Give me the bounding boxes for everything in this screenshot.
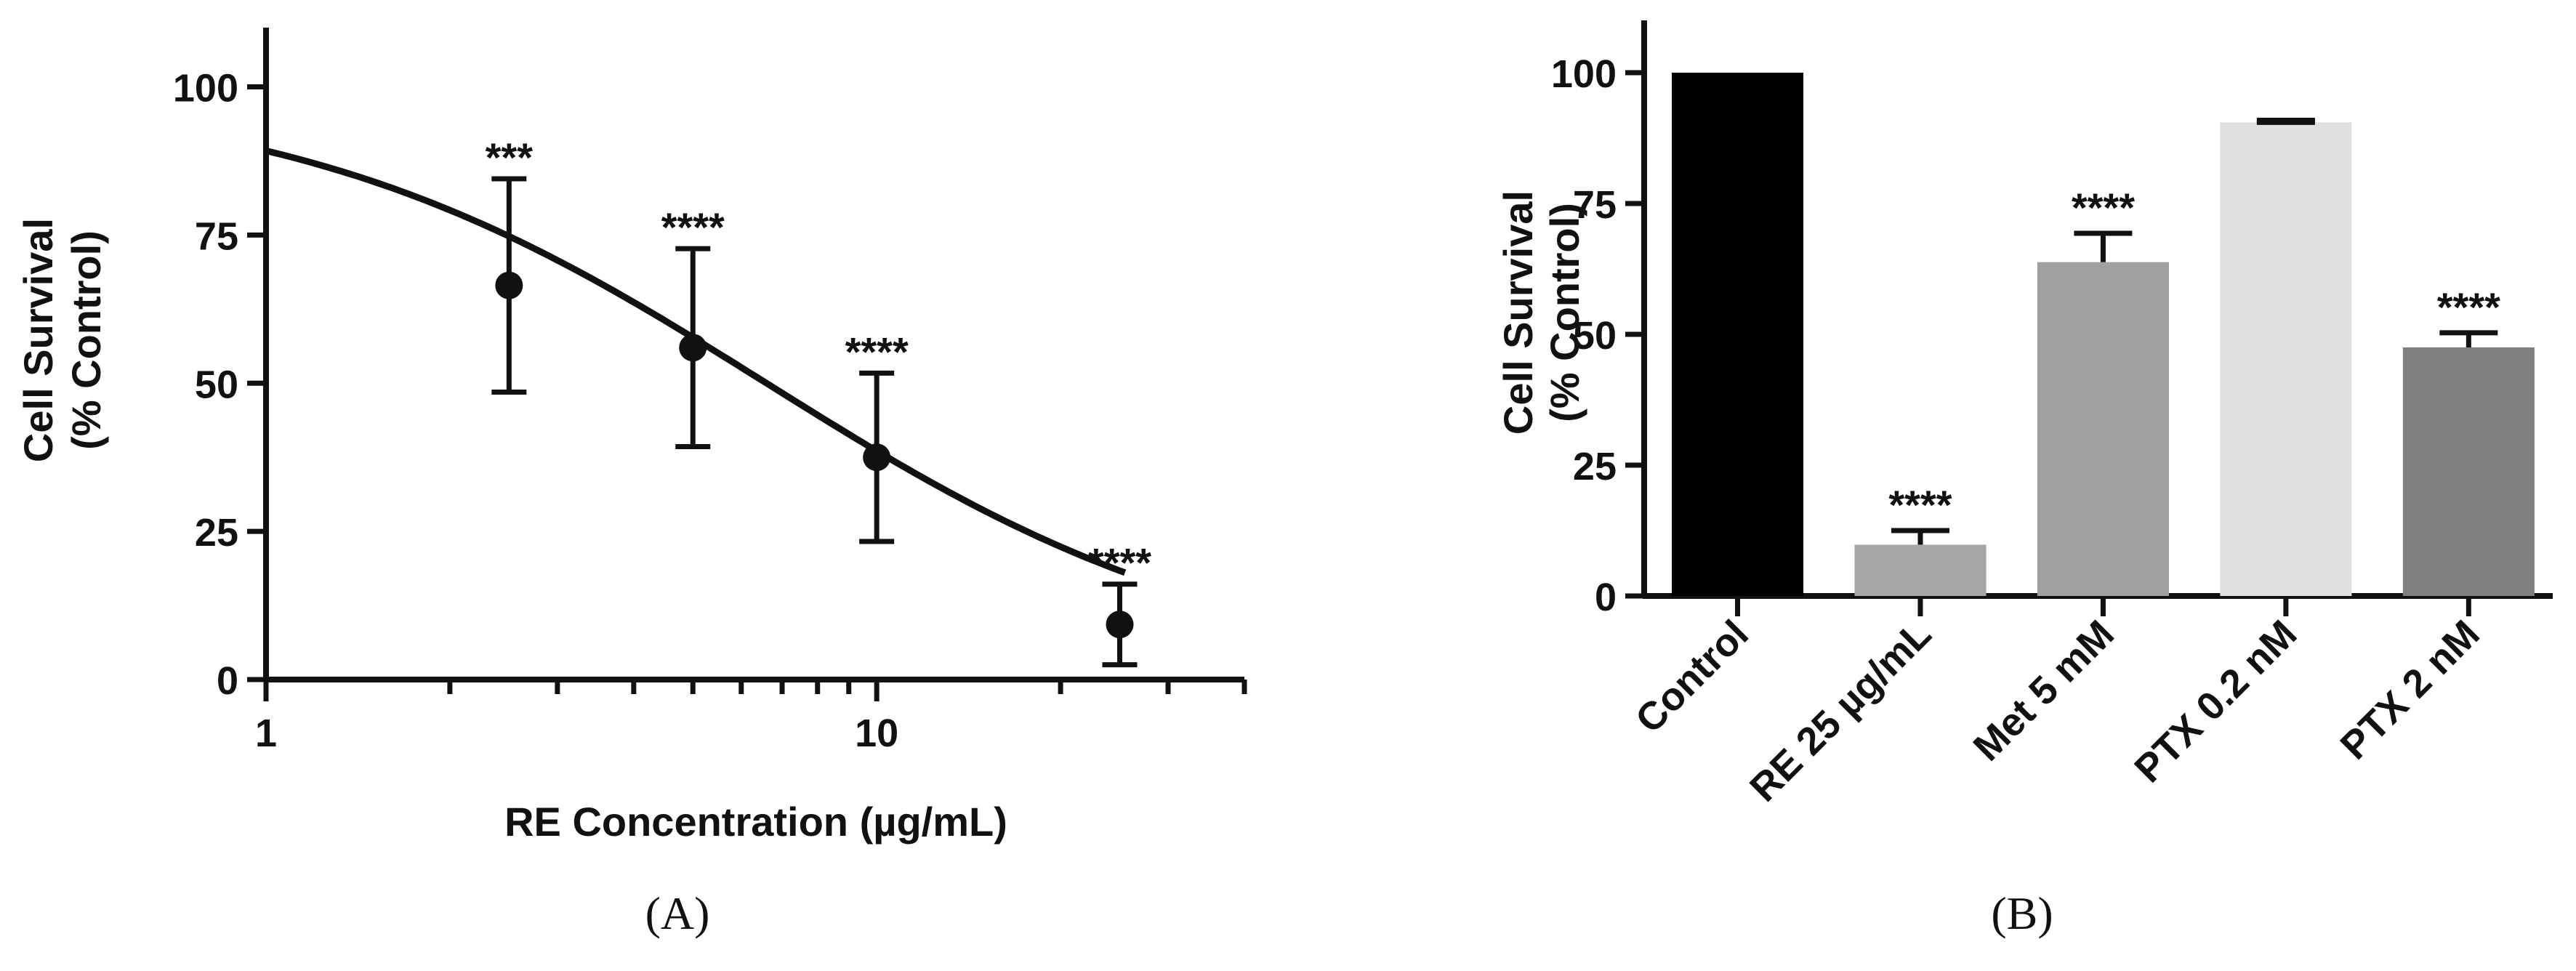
panel-a-significance-label: **** bbox=[1088, 540, 1151, 586]
panel-b-y-tick-label: 100 bbox=[1551, 52, 1617, 96]
panel-a-y-axis-title-line-1: Cell Survival bbox=[15, 218, 61, 462]
panel-b-x-tick-label: Control bbox=[1627, 612, 1757, 741]
panel-a-x-tick-label: 10 bbox=[855, 712, 898, 755]
panel-a-y-tick-label: 100 bbox=[173, 67, 238, 110]
panel-b-y-tick-label: 25 bbox=[1573, 445, 1617, 488]
panel-b-label: (B) bbox=[1991, 887, 2053, 939]
panel-a-x-tick-label: 1 bbox=[255, 712, 277, 755]
panel-b-y-axis-title: Cell Survival (% Control) bbox=[1495, 190, 1587, 435]
panel-a-y-axis-title: Cell Survival (% Control) bbox=[15, 218, 109, 462]
panel-b-y-axis-title-line-1: Cell Survival bbox=[1495, 190, 1541, 435]
panel-b-y-tick-label: 75 bbox=[1573, 183, 1617, 227]
panel-a-label: (A) bbox=[645, 887, 710, 939]
panel-a-significance-label: **** bbox=[845, 329, 909, 374]
panel-b-bar bbox=[1672, 73, 1804, 596]
panel-a-data-point bbox=[1106, 611, 1134, 639]
panel-a-significance-label: *** bbox=[486, 134, 534, 180]
panel-a-data-point bbox=[679, 334, 707, 362]
panel-b: 0 25 50 75 100 Control **** RE 25 µg/mL **** Met … bbox=[1495, 20, 2553, 939]
panel-b-marks: 0 25 50 75 100 Control **** RE 25 µg/mL **** Met … bbox=[1551, 20, 2553, 810]
panel-a-data-point bbox=[495, 271, 523, 299]
panel-b-bar bbox=[2402, 347, 2535, 596]
panel-b-significance-label: **** bbox=[2072, 185, 2135, 230]
panel-a-y-tick-label: 75 bbox=[195, 214, 238, 258]
panel-a-y-tick-label: 50 bbox=[195, 363, 238, 406]
panel-b-y-axis-title-line-2: (% Control) bbox=[1542, 203, 1587, 422]
panel-a-x-axis-title: RE Concentration (µg/mL) bbox=[504, 799, 1007, 845]
panel-a-y-tick-label: 25 bbox=[195, 511, 238, 555]
panel-b-x-tick-label: PTX 2 nM bbox=[2333, 612, 2488, 767]
panel-b-y-tick-label: 50 bbox=[1573, 314, 1617, 358]
panel-b-significance-label: **** bbox=[1888, 482, 1952, 528]
panel-b-x-tick-label: RE 25 µg/mL bbox=[1742, 612, 1939, 810]
panel-b-y-tick-label: 0 bbox=[1595, 576, 1617, 619]
panel-a-y-axis-title-line-2: (% Control) bbox=[63, 230, 109, 450]
panel-a-y-tick-label: 0 bbox=[217, 659, 238, 703]
panel-b-x-tick-label: Met 5 mM bbox=[1965, 612, 2122, 769]
panel-b-bar bbox=[2220, 122, 2352, 596]
panel-a-data-point bbox=[863, 443, 891, 472]
panel-b-bar bbox=[1854, 544, 1987, 596]
panel-b-significance-label: **** bbox=[2437, 284, 2500, 330]
panel-b-x-tick-label: PTX 0.2 nM bbox=[2126, 612, 2305, 791]
panel-a-significance-label: **** bbox=[661, 204, 725, 250]
panel-b-bar bbox=[2037, 262, 2169, 596]
